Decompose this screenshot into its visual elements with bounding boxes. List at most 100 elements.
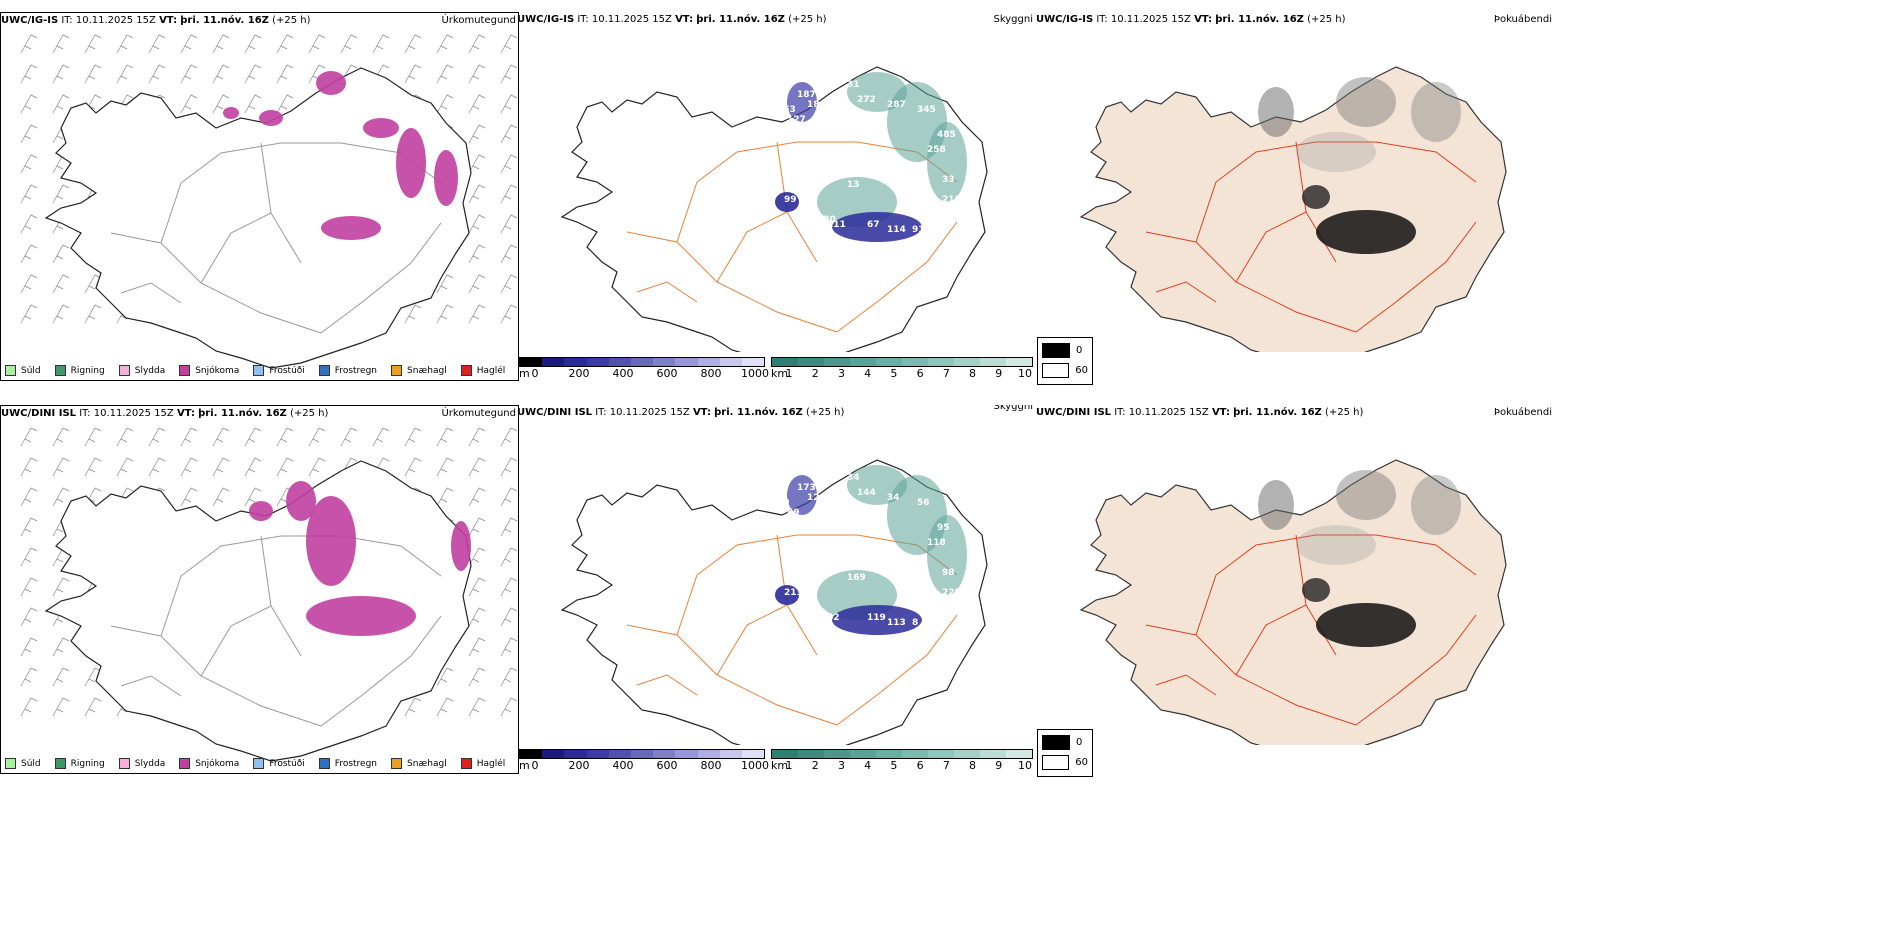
wind-barb	[20, 274, 38, 294]
colorbar-swatch	[719, 750, 742, 758]
colorbar-swatch	[542, 750, 565, 758]
cloud-cover-map	[1079, 459, 1507, 745]
wind-barb	[500, 637, 518, 657]
wind-barb	[500, 124, 518, 144]
wind-barb	[20, 214, 38, 234]
wind-barb	[244, 457, 262, 477]
wind-barb	[212, 64, 230, 84]
wind-barb	[500, 577, 518, 597]
wind-barb	[180, 34, 198, 54]
colorbar-swatch	[608, 750, 631, 758]
cloud-base-label: 143	[897, 578, 916, 588]
cloud-base-label: 113	[887, 618, 906, 628]
colorbar-swatch	[653, 750, 676, 758]
cloud-base-label: 167	[792, 145, 811, 155]
colorbar-swatch	[798, 750, 824, 758]
cloud-base-panel-bottom: UWC/DINI ISL IT: 10.11.2025 15Z VT: þri.…	[517, 405, 1035, 745]
colorbar-swatches	[519, 749, 765, 759]
wind-barb	[244, 34, 262, 54]
road-line	[120, 675, 182, 697]
wind-barb	[468, 304, 486, 324]
wind-barb	[468, 274, 486, 294]
colorbar-tick: 4	[864, 367, 872, 380]
wind-barb	[436, 697, 454, 717]
wind-barb	[308, 427, 326, 447]
road-line	[836, 614, 958, 726]
cloud-base-panel-top: UWC/IG-IS IT: 10.11.2025 15Z VT: þri. 11…	[517, 12, 1035, 378]
legend-swatch	[118, 365, 130, 376]
cloud-base-label: 13	[847, 180, 860, 190]
wind-barb	[20, 184, 38, 204]
colorbar-tick: 6	[916, 367, 924, 380]
cloud-base-label: 12	[967, 165, 980, 175]
wind-barb	[308, 457, 326, 477]
cloud-base-label: 345	[917, 105, 936, 115]
road-line	[320, 615, 442, 727]
road-line	[836, 221, 958, 333]
colorbar-tick: 9	[995, 759, 1003, 772]
panel-header: UWC/IG-IS IT: 10.11.2025 15Z VT: þri. 11…	[1036, 12, 1554, 28]
legend-swatch	[179, 365, 191, 376]
wind-barb	[116, 64, 134, 84]
cloud-key-swatch	[1042, 363, 1070, 378]
wind-barb	[468, 94, 486, 114]
colorbar-tick: 400	[612, 367, 634, 380]
legend-item: Frostregn	[318, 758, 377, 769]
colorbar-swatch	[876, 750, 902, 758]
cloud-key-label: 60	[1075, 757, 1088, 768]
colorbar-tick: 200	[568, 367, 590, 380]
precip-map	[20, 34, 518, 369]
cloud-key: 0 60	[1037, 729, 1093, 777]
cloud-cover-map	[1079, 66, 1507, 352]
legend-swatch	[253, 365, 265, 376]
wind-barb	[372, 34, 390, 54]
wind-barb	[500, 427, 518, 447]
colorbar-tick: 10	[1018, 367, 1032, 380]
wind-barb	[20, 34, 38, 54]
snow-area	[259, 110, 283, 126]
snow-area	[434, 150, 458, 206]
colorbar-tick: 600	[656, 367, 678, 380]
colorbar-swatch	[675, 358, 698, 366]
wind-barb	[116, 427, 134, 447]
cloud-base-label: 67	[867, 220, 880, 230]
colorbar-swatch	[697, 750, 720, 758]
cloud-key: 0 60	[1037, 337, 1093, 385]
colorbar-swatch	[586, 750, 609, 758]
cloud-base-label: 12	[807, 493, 820, 503]
legend-label: Frostúði	[269, 365, 305, 376]
fog-area	[1316, 210, 1416, 254]
colorbar-swatch	[630, 358, 654, 366]
legend-label: Slydda	[134, 365, 166, 376]
colorbar-tick: 1000	[741, 759, 769, 772]
panel-header: UWC/IG-IS IT: 10.11.2025 15Z VT: þri. 11…	[517, 12, 1035, 28]
cloud-base-label: 56	[917, 498, 930, 508]
snow-area	[306, 596, 416, 636]
wind-barb	[308, 34, 326, 54]
colorbar-swatch	[980, 750, 1006, 758]
wind-barb	[20, 607, 38, 627]
wind-barb	[276, 427, 294, 447]
low-cloud-area	[787, 82, 817, 122]
precip-type-panel-top: UWC/IG-IS IT: 10.11.2025 15Z VT: þri. 11…	[0, 12, 519, 381]
cloud-base-label: 127	[787, 115, 806, 125]
precip-type-panel-bottom: UWC/DINI ISL IT: 10.11.2025 15Z VT: þri.…	[0, 405, 519, 774]
wind-barb	[500, 697, 518, 717]
colorbar-tick: 400	[612, 759, 634, 772]
fog-area	[1302, 185, 1330, 209]
wind-barb	[148, 457, 166, 477]
cloud-base-label: 89	[787, 508, 800, 518]
cloud-base-label: 233	[867, 245, 886, 255]
snow-area	[249, 501, 273, 521]
cloud-base-label: 95	[937, 523, 950, 533]
wind-barb	[500, 274, 518, 294]
colorbar-tick: 4	[864, 759, 872, 772]
wind-barb	[468, 457, 486, 477]
wind-barb	[500, 214, 518, 234]
colorbar-tick: 3	[837, 367, 845, 380]
colorbar-swatch	[928, 358, 954, 366]
colorbar-swatch	[520, 358, 543, 366]
wind-barb	[84, 427, 102, 447]
wind-barb	[500, 487, 518, 507]
